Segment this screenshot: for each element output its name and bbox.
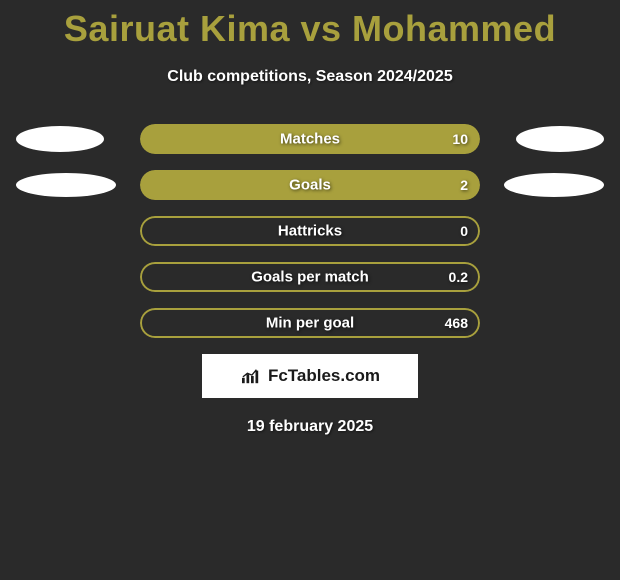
stat-row: Min per goal 468 bbox=[0, 308, 620, 338]
stat-value: 0 bbox=[460, 223, 468, 239]
stat-bar: Goals per match 0.2 bbox=[140, 262, 480, 292]
date: 19 february 2025 bbox=[0, 418, 620, 436]
ellipse-right bbox=[516, 126, 604, 152]
stat-bar: Goals 2 bbox=[140, 170, 480, 200]
stat-value: 2 bbox=[460, 177, 468, 193]
logo-text: FcTables.com bbox=[268, 366, 380, 386]
stat-label: Min per goal bbox=[266, 315, 354, 332]
stat-value: 10 bbox=[452, 131, 468, 147]
subtitle: Club competitions, Season 2024/2025 bbox=[0, 68, 620, 86]
stat-row: Matches 10 bbox=[0, 124, 620, 154]
stat-bar: Min per goal 468 bbox=[140, 308, 480, 338]
stat-label: Goals bbox=[289, 177, 331, 194]
ellipse-left bbox=[16, 126, 104, 152]
logo-box[interactable]: FcTables.com bbox=[202, 354, 418, 398]
stat-row: Hattricks 0 bbox=[0, 216, 620, 246]
ellipse-left bbox=[16, 173, 116, 197]
stat-row: Goals per match 0.2 bbox=[0, 262, 620, 292]
stat-label: Goals per match bbox=[251, 269, 369, 286]
chart-icon bbox=[240, 367, 262, 385]
page-title: Sairuat Kima vs Mohammed bbox=[0, 0, 620, 50]
stat-label: Matches bbox=[280, 131, 340, 148]
stat-label: Hattricks bbox=[278, 223, 342, 240]
stats-container: Matches 10 Goals 2 Hattricks 0 Goals per match… bbox=[0, 124, 620, 338]
stat-bar: Matches 10 bbox=[140, 124, 480, 154]
stat-bar: Hattricks 0 bbox=[140, 216, 480, 246]
stat-value: 0.2 bbox=[449, 269, 468, 285]
stat-value: 468 bbox=[445, 315, 468, 331]
stat-row: Goals 2 bbox=[0, 170, 620, 200]
ellipse-right bbox=[504, 173, 604, 197]
